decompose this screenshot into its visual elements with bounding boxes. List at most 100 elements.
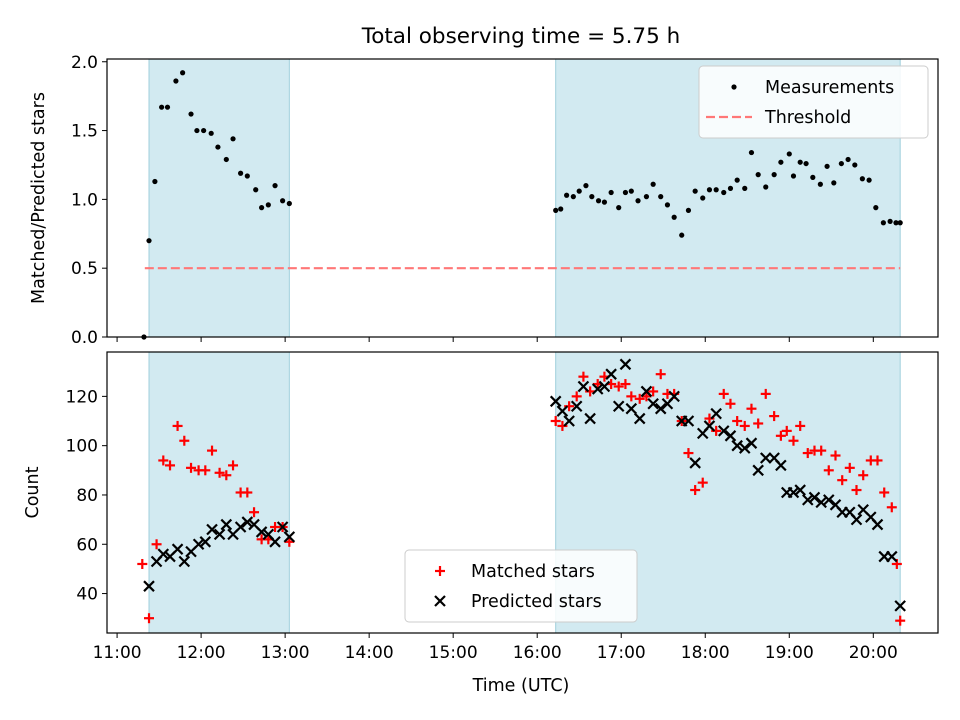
measurement-point [146,238,152,244]
measurement-point [595,198,602,204]
predicted-star-point [584,412,596,425]
matched-star-point [221,470,232,481]
x-tick-label: 18:00 [681,643,730,663]
measurement-point [658,194,664,200]
matched-star-point [144,613,155,624]
measurement-point [564,192,570,198]
matched-star-point [830,450,841,461]
matched-star-point [851,485,862,496]
matched-star-point [802,448,813,459]
matched-star-point [816,445,827,456]
measurement-point [763,184,769,190]
matched-star-point [249,507,260,518]
measurement-point [748,149,755,156]
matched-star-point [753,418,764,429]
measurement-point [622,189,629,196]
legend-swatch [435,566,445,576]
measurement-point [893,220,899,226]
measurement-point [286,200,292,207]
matched-star-point [781,425,792,436]
predicted-star-point [612,400,625,413]
measurement-point [866,177,872,183]
measurement-point [650,181,656,187]
y-tick-label: 120 [66,387,98,407]
predicted-star-point [759,452,772,464]
predicted-star-point [654,402,667,415]
matched-star-point [186,462,197,473]
measurement-point [664,202,671,208]
predicted-star-point [808,491,821,504]
measurement-point [583,183,589,189]
matched-star-point [578,371,589,382]
matched-star-point [769,411,780,422]
matched-star-point [895,615,906,626]
predicted-star-point [206,523,218,536]
matched-star-point [214,467,225,478]
matched-star-point [179,435,190,446]
predicted-star-point [850,513,863,526]
measurement-point [721,189,727,196]
predicted-star-point [570,400,583,413]
measurement-point [570,194,576,200]
predicted-star-point [801,494,814,506]
matched-star-point [207,445,218,456]
measurement-point [803,160,809,167]
matched-star-point [634,393,645,404]
legend-swatch [731,84,737,90]
predicted-star-point [886,550,898,563]
measurement-point [173,78,179,84]
matched-star-point [690,485,701,496]
predicted-star-point [633,412,646,425]
matched-star-point [837,475,848,486]
matched-star-point [626,391,637,402]
matched-star-point [151,539,162,550]
y-tick-label: 0.0 [71,328,98,348]
predicted-star-point [549,395,562,408]
measurement-point [755,172,761,178]
predicted-star-point [731,439,743,452]
observing-window [148,58,290,338]
predicted-star-point [178,555,191,568]
predicted-star-point [577,380,590,393]
measurement-point [727,185,734,191]
predicted-star-point [157,548,170,560]
measurement-point [734,177,740,183]
x-tick-label: 20:00 [849,643,898,663]
predicted-star-point [822,494,835,506]
legend-box [698,65,929,139]
predicted-star-point [871,518,884,531]
measurement-point [576,188,582,194]
measurement-point [194,127,200,134]
matched-star-point [879,487,890,498]
measurement-point [589,194,595,200]
predicted-star-point [689,457,701,469]
y-tick-label: 2.0 [71,53,98,73]
predicted-star-point [563,415,575,427]
measurement-point [706,187,713,193]
x-axis-label: Time (UTC) [472,676,570,696]
matched-star-point [137,558,148,569]
measurement-point [817,181,823,187]
observing-window [148,351,290,634]
predicted-star-point [682,415,695,427]
matched-star-point [697,477,708,488]
matched-star-point [795,420,806,431]
matched-star-point [550,416,561,427]
matched-star-point [158,455,169,466]
matched-star-point [648,386,659,397]
plot-frame [106,58,939,338]
legend: Measurements Threshold [698,65,929,139]
measurement-point [797,159,803,165]
measurement-point [887,218,893,224]
x-tick-label: 12:00 [177,643,226,663]
predicted-star-point [717,425,730,437]
legend-label: Threshold [764,108,851,128]
y-tick-label: 80 [76,486,98,506]
measurement-point [223,156,229,163]
measurement-point [601,199,608,205]
x-tick-label: 19:00 [765,643,814,663]
predicted-star-point [199,536,212,548]
predicted-star-point [738,442,751,454]
measurement-point [679,232,685,238]
predicted-star-point [640,385,653,398]
